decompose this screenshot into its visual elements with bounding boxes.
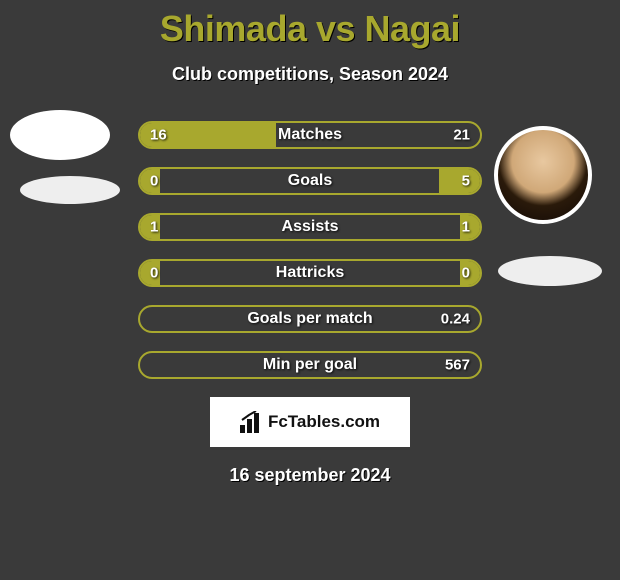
stat-left-value: 0 (150, 173, 158, 190)
stat-row: 0 Goals 5 (138, 167, 482, 195)
stat-right-value: 0 (462, 265, 470, 282)
stat-right-value: 5 (462, 173, 470, 190)
stat-label: Goals (288, 172, 332, 190)
comparison-date: 16 september 2024 (0, 465, 620, 486)
stat-right-value: 21 (453, 127, 470, 144)
stat-left-value: 16 (150, 127, 167, 144)
stat-label: Assists (282, 218, 339, 236)
player-avatar-right (494, 126, 592, 224)
stats-container: 16 Matches 21 0 Goals 5 1 Assists 1 0 Hattricks 0 Go… (138, 121, 482, 379)
stat-right-value: 0.24 (441, 311, 470, 328)
stat-right-value: 567 (445, 357, 470, 374)
stat-row: Min per goal 567 (138, 351, 482, 379)
stat-left-value: 0 (150, 265, 158, 282)
stat-label: Matches (278, 126, 342, 144)
stat-row: 0 Hattricks 0 (138, 259, 482, 287)
comparison-title: Shimada vs Nagai (0, 0, 620, 50)
stat-right-value: 1 (462, 219, 470, 236)
stat-fill-right (439, 169, 480, 193)
player-avatar-left (10, 110, 110, 160)
stat-label: Min per goal (263, 356, 357, 374)
stat-left-value: 1 (150, 219, 158, 236)
bars-icon (240, 411, 264, 433)
team-badge-left (20, 176, 120, 204)
stat-row: Goals per match 0.24 (138, 305, 482, 333)
stat-label: Goals per match (247, 310, 372, 328)
team-badge-right (498, 256, 602, 286)
stat-row: 16 Matches 21 (138, 121, 482, 149)
stat-label: Hattricks (276, 264, 344, 282)
brand-label: FcTables.com (268, 412, 380, 432)
comparison-subtitle: Club competitions, Season 2024 (0, 64, 620, 85)
stat-row: 1 Assists 1 (138, 213, 482, 241)
brand-attribution[interactable]: FcTables.com (210, 397, 410, 447)
